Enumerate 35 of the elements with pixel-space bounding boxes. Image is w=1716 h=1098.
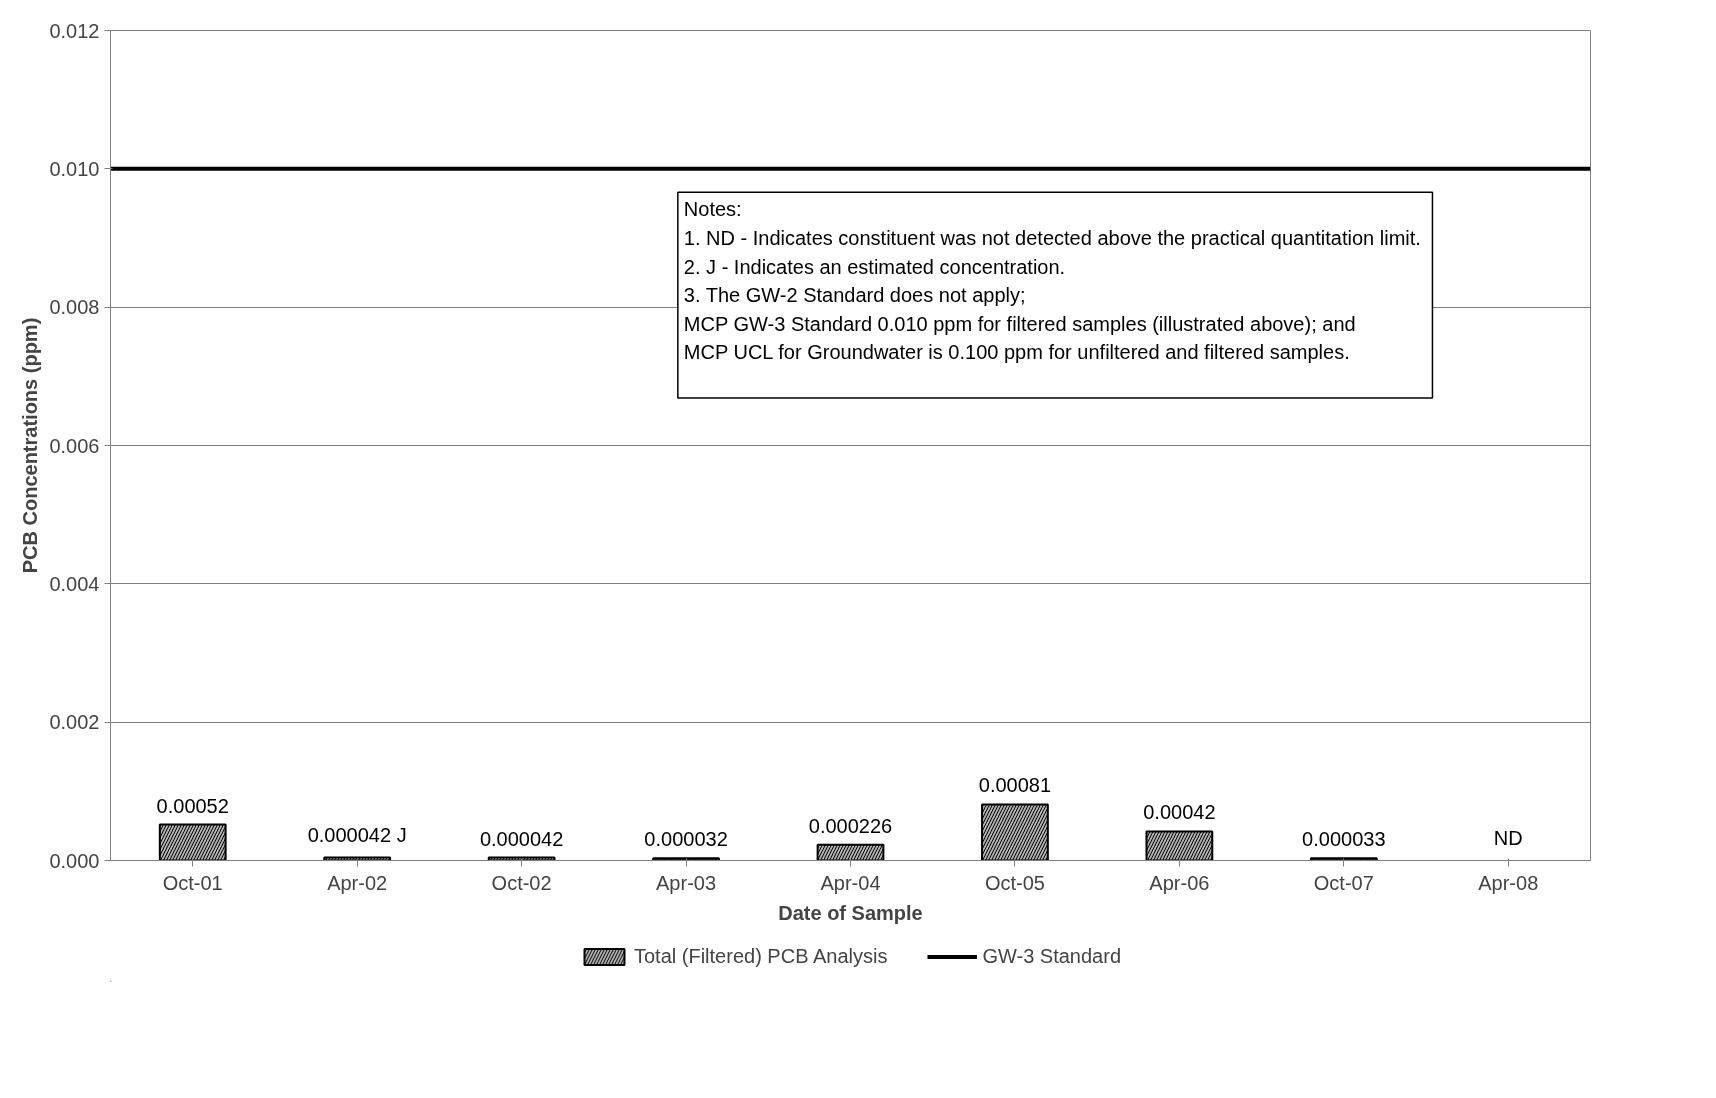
x-axis-title: Date of Sample	[778, 901, 923, 924]
data-label: 0.000032	[644, 828, 728, 851]
y-tick-label: 0.002	[49, 711, 100, 734]
text: ND	[1493, 826, 1523, 849]
x-tick-label: Apr-03	[656, 871, 717, 894]
y-axis-title: PCB Concentrations (ppm)	[19, 317, 42, 574]
data-label: 0.000042 J	[307, 823, 407, 846]
x-tick-label: Oct-05	[984, 871, 1045, 894]
annotation: MCP GW-3 Standard 0.010 ppm for filtered samples (illustrated above); and	[683, 312, 1356, 335]
y-tick-label: 0.010	[49, 157, 100, 180]
y-tick-label: 0.008	[49, 296, 100, 319]
annotation: 1. ND - Indicates constituent was not detected above the practical quantitation limit.	[683, 226, 1421, 249]
annotation: 2. J - Indicates an estimated concentration.	[683, 255, 1066, 278]
x-tick-label: Apr-04	[820, 871, 881, 894]
annotation: 3. The GW-2 Standard does not apply;	[683, 284, 1026, 307]
data-label: 0.00052	[156, 794, 229, 817]
x-tick-label: Apr-02	[327, 871, 388, 894]
x-tick-label: Apr-06	[1149, 871, 1210, 894]
y-tick-label: 0.004	[49, 572, 100, 595]
y-tick-label: 0.012	[49, 19, 100, 42]
x-tick-label: Oct-07	[1313, 871, 1374, 894]
legend-label: GW-3 Standard	[982, 944, 1122, 968]
data-label: 0.00042	[1143, 801, 1216, 824]
data-label: 0.00081	[978, 774, 1052, 797]
data-label: 0.000226	[808, 814, 893, 837]
x-tick-label: Oct-02	[491, 871, 552, 894]
annotation: MCP UCL for Groundwater is 0.100 ppm for unfiltered and filtered samples.	[683, 341, 1350, 364]
annotation: Notes:	[683, 198, 742, 221]
x-tick-label: Oct-01	[162, 871, 223, 894]
data-label: 0.000033	[1302, 828, 1386, 851]
x-tick-label: Apr-08	[1478, 871, 1539, 894]
legend-label: Total (Filtered) PCB Analysis	[633, 944, 888, 968]
y-tick-label: 0.006	[49, 434, 100, 457]
y-tick-label: 0.000	[49, 849, 100, 872]
data-label: 0.000042	[479, 827, 564, 850]
